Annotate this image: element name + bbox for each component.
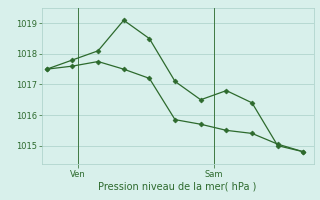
X-axis label: Pression niveau de la mer( hPa ): Pression niveau de la mer( hPa ) (99, 181, 257, 191)
